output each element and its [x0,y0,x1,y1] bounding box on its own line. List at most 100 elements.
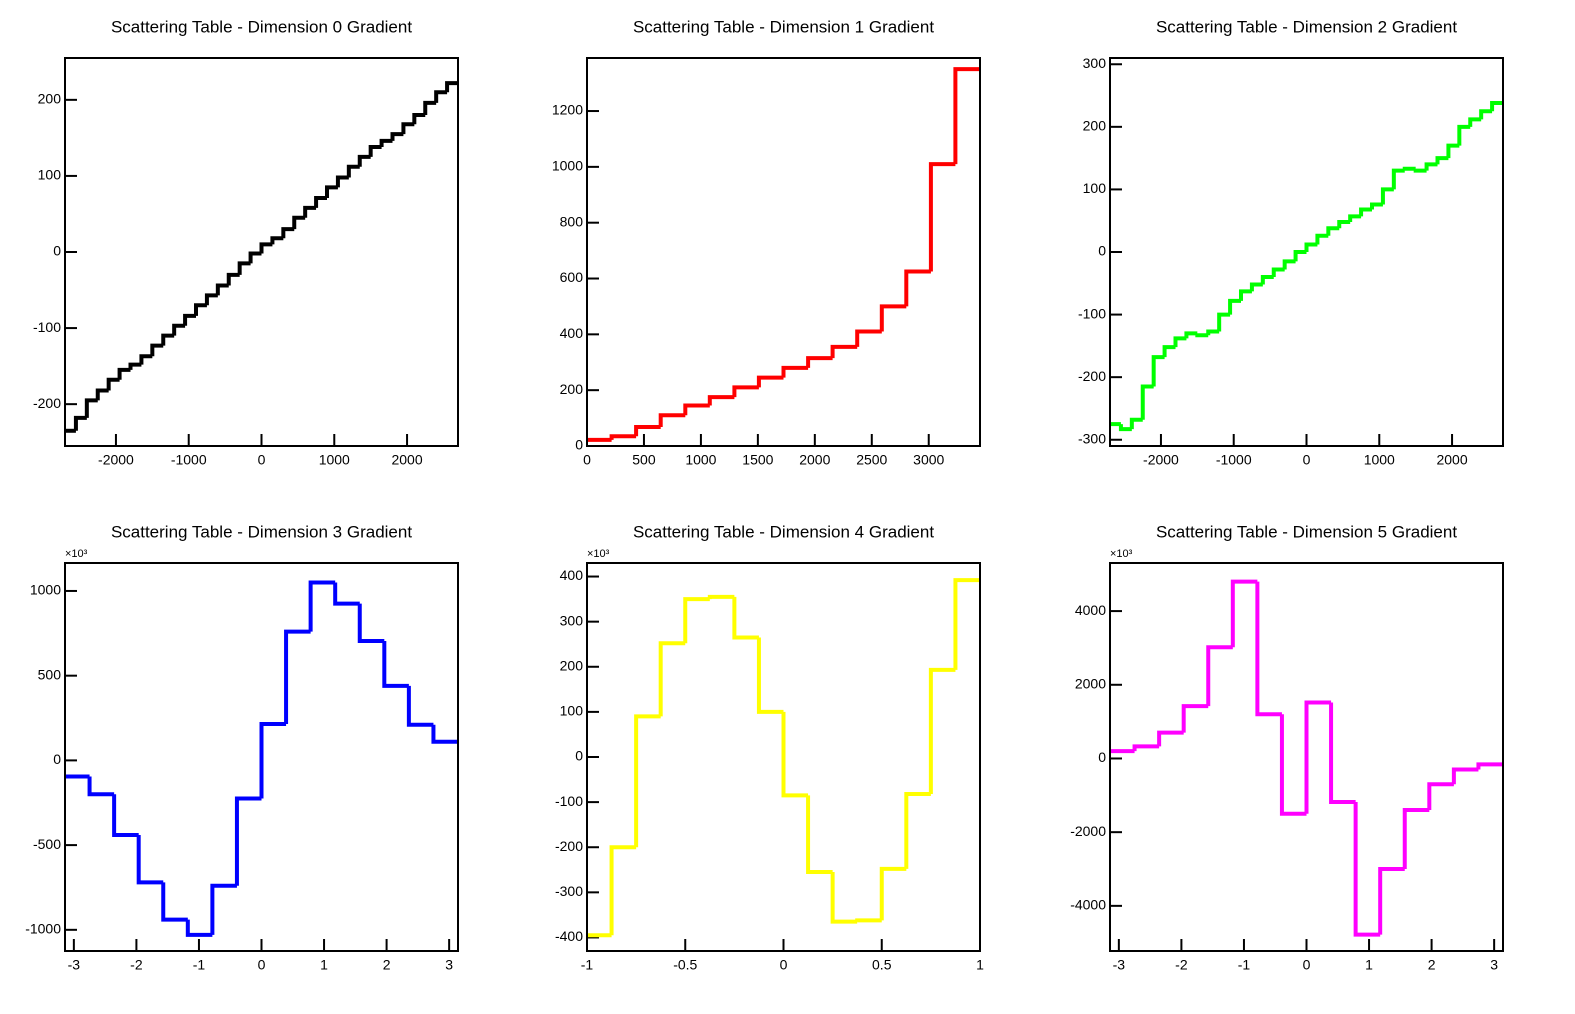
x-tick-label: -1 [193,957,206,973]
y-tick-label: 400 [560,567,584,583]
histogram-bin [128,362,142,370]
plot-frame [64,562,459,952]
histogram-bin [333,582,360,606]
x-tick-label: -1 [581,957,594,973]
histogram-bin [904,269,931,307]
y-tick-label: -200 [555,838,583,854]
histogram-bin [1140,384,1154,420]
x-tick-label: 3 [445,957,453,973]
y-tick-label: -4000 [1070,897,1106,913]
histogram-bin [1206,645,1233,707]
histogram-bin [1304,242,1318,252]
x-tick-label: -1 [1238,957,1251,973]
histogram-bin [308,580,336,632]
x-tick-label: 1000 [1364,452,1395,468]
histogram-bin [1157,730,1184,747]
subplot: Scattering Table - Dimension 5 Gradient ×… [1070,522,1504,973]
histogram-bin [1370,202,1383,210]
histogram-bin [226,272,240,286]
histogram-bin [1435,156,1449,165]
y-tick-label: 800 [560,213,584,229]
histogram-bin [609,845,637,936]
histogram-bin [1391,168,1405,190]
x-tick-label: 2 [383,957,391,973]
histogram-bin [1457,124,1471,146]
histogram-bin [423,100,437,116]
histogram-bin [204,293,218,306]
histogram-bin [215,283,229,296]
plot-frame [586,57,981,447]
y-tick-label: -200 [1078,368,1106,384]
x-tick-label: -2 [1175,957,1188,973]
x-tick-label: 3000 [913,452,944,468]
histogram-bin [1476,762,1503,770]
histogram-bin [1184,331,1198,339]
histogram-bin [1195,333,1209,338]
histogram-bin [1359,207,1372,217]
y-multiplier: ×10³ [1110,548,1133,560]
y-multiplier: ×10³ [587,548,610,560]
histogram-bin [185,919,213,937]
y-tick-label: -100 [33,319,61,335]
x-tick-label: 0.5 [872,957,892,973]
x-tick-label: 1 [320,957,328,973]
subplot: Scattering Table - Dimension 4 Gradient ×… [555,522,984,972]
y-tick-label: 600 [560,269,584,285]
histogram-bin [1413,168,1427,173]
x-tick-label: -2 [130,957,143,973]
histogram-bin [830,872,858,924]
x-tick-label: 0 [258,957,266,973]
histogram-bin [683,597,710,644]
histogram-bin [1348,214,1362,222]
histogram-bin [1249,282,1263,292]
histogram-bin [1479,109,1493,120]
histogram-bin [161,333,175,346]
x-tick-label: 0 [1303,452,1311,468]
plot-frame [586,562,981,952]
x-tick-label: 2500 [856,452,887,468]
histogram-bin [139,354,153,365]
histogram-bin [346,164,360,178]
histogram-bin [1260,275,1274,285]
histogram-bin [1293,250,1307,262]
histogram-bin [259,242,273,254]
histogram-bin [707,594,735,600]
histogram-bin [1353,801,1381,937]
histogram-bin [1402,808,1430,870]
histogram-bin [112,794,139,837]
plot-frame [1109,562,1504,952]
histogram-bin [1132,744,1160,752]
histogram-bin [84,398,98,418]
histogram-bin [368,145,382,157]
histogram-bin [1181,704,1209,733]
y-tick-label: 500 [38,666,62,682]
histogram-bin [270,236,284,245]
y-tick-label: 0 [1098,243,1106,259]
histogram-bin [756,375,784,388]
plot-frame [64,57,459,447]
histogram-bin [1151,355,1165,387]
x-tick-label: 1500 [742,452,773,468]
y-tick-label: -500 [33,836,61,852]
histogram-bin [609,434,637,440]
histogram-bin [183,313,196,326]
histogram-bin [928,667,956,794]
histogram-bin [953,578,980,670]
y-tick-label: 0 [1098,749,1106,765]
histogram-bin [210,883,237,935]
histogram-bin [1446,143,1460,159]
histogram-bin [1337,219,1351,229]
y-tick-label: -300 [1078,430,1106,446]
histogram-bin [1129,417,1143,430]
y-tick-label: -200 [33,395,61,411]
y-tick-label: 1000 [552,158,583,174]
histogram-bin [382,640,409,688]
histogram-bin [953,67,980,165]
histogram-bin [325,185,338,198]
histogram-bin [234,796,262,886]
y-tick-label: -400 [555,928,583,944]
histogram-bin [928,162,956,272]
x-tick-label: 0 [258,452,266,468]
y-tick-label: 200 [560,657,584,673]
histogram-bin [412,113,426,125]
